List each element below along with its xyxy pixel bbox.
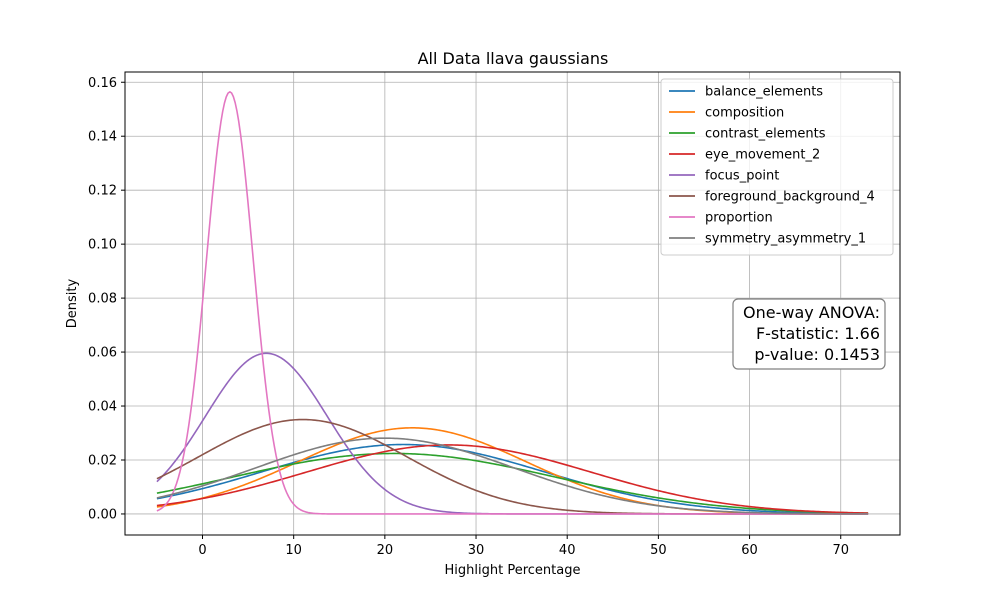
y-tick-label: 0.08 (88, 292, 117, 307)
series-line-proportion (156, 91, 869, 515)
y-axis-title: Density (65, 278, 80, 328)
x-axis: 0 10 20 30 40 50 60 70 (198, 535, 849, 558)
x-tick-label: 20 (377, 543, 394, 558)
legend-label-composition: composition (705, 106, 784, 121)
series-line-symmetry-asymmetry-1 (156, 437, 869, 515)
annotation-line: F-statistic: 1.66 (756, 324, 880, 343)
y-tick-label: 0.00 (88, 507, 117, 522)
plot-frame (124, 71, 901, 536)
y-tick-label: 0.12 (88, 184, 117, 199)
y-tick-label: 0.02 (88, 453, 117, 468)
y-tick-label: 0.16 (88, 76, 117, 91)
y-tick-label: 0.06 (88, 346, 117, 361)
legend-box (660, 78, 894, 256)
legend-label-balance-elements: balance_elements (705, 85, 823, 100)
annotation-line: One-way ANOVA: (743, 303, 880, 322)
annotation-line: p-value: 0.1453 (754, 345, 880, 364)
legend-label-eye-movement-2: eye_movement_2 (705, 148, 820, 163)
y-tick-label: 0.04 (88, 400, 117, 415)
x-tick-label: 60 (741, 543, 758, 558)
anova-annotation: One-way ANOVA: F-statistic: 1.66 p-value: … (732, 298, 886, 370)
x-tick-label: 0 (198, 543, 206, 558)
series-group (156, 91, 869, 515)
legend-label-focus-point: focus_point (705, 169, 779, 184)
legend-label-proportion: proportion (705, 211, 773, 226)
series-line-eye-movement-2 (156, 444, 869, 514)
chart-title: All Data llava gaussians (418, 49, 609, 68)
legend: balance_elements composition contrast_elem… (660, 78, 894, 256)
x-tick-label: 10 (285, 543, 302, 558)
legend-label-contrast-elements: contrast_elements (705, 127, 826, 142)
x-tick-label: 70 (832, 543, 849, 558)
annotation-box (732, 298, 886, 370)
x-axis-title: Highlight Percentage (445, 563, 581, 578)
y-axis: 0.00 0.02 0.04 0.06 0.08 0.10 0.12 0.14 0.16 (88, 76, 125, 522)
x-tick-label: 30 (468, 543, 485, 558)
x-tick-label: 40 (559, 543, 576, 558)
legend-label-symmetry-asymmetry-1: symmetry_asymmetry_1 (705, 232, 866, 247)
legend-label-foreground-background-4: foreground_background_4 (705, 190, 875, 205)
x-tick-label: 50 (650, 543, 667, 558)
y-tick-label: 0.14 (88, 130, 117, 145)
series-line-focus-point (156, 352, 869, 515)
y-tick-label: 0.10 (88, 238, 117, 253)
